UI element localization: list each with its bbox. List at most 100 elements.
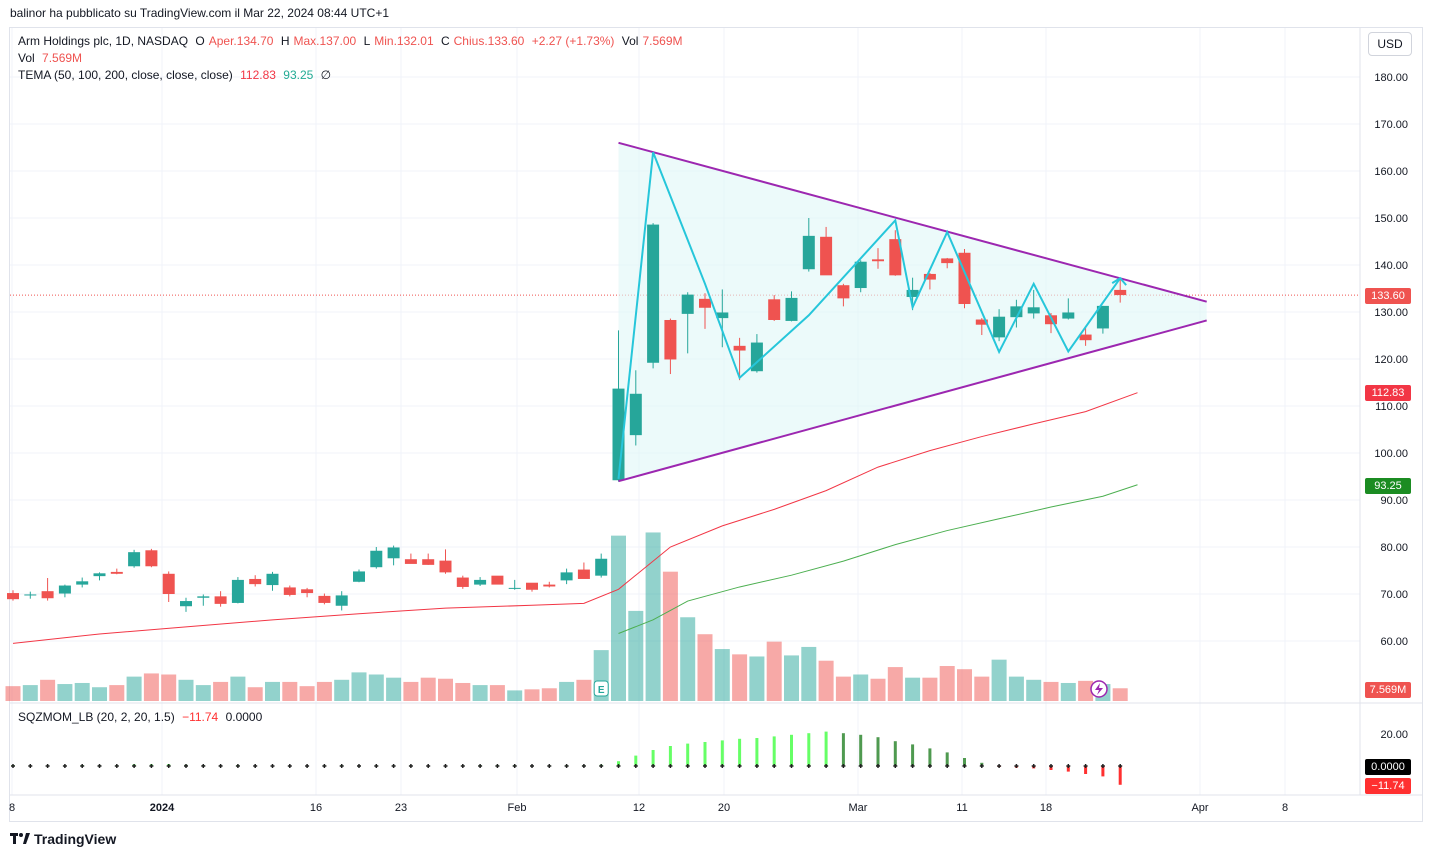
tradingview-brand[interactable]: TradingView [10,831,116,847]
volume-bar [57,684,73,701]
triangle-fill [618,142,1207,482]
momentum-bar [1066,766,1070,772]
volume-bar [749,656,765,701]
volume-bar [143,673,159,701]
candle-body [318,595,331,603]
volume-bar [870,678,886,701]
volume-bar [195,685,211,701]
volume-bar [1112,688,1128,701]
volume-bar [662,571,678,701]
candle-body [664,319,677,360]
momentum-bar [720,740,724,766]
candle-body [872,259,884,262]
volume-badge: 7.569M [1365,682,1411,698]
candle-body [110,571,123,574]
momentum-bar [790,734,793,766]
momentum-tick-label: 20.00 [1380,729,1408,741]
price-tick-label: 70.00 [1380,589,1408,601]
volume-bar [1078,680,1094,701]
candle-body [975,319,988,325]
candle-body [681,294,694,314]
legend-high-label: H [280,34,290,48]
pattern-lines [617,141,1207,483]
candle-body [1010,306,1023,318]
candle-body [353,571,365,582]
legend-close-label: C [440,34,450,48]
time-tick-label: 8 [9,802,15,814]
legend-sqz-label: SQZMOM_LB (20, 2, 20, 1.5) [18,710,175,724]
zigzag-arrowhead [1111,276,1127,286]
volume-bar [1026,679,1042,701]
price-tick-label: 150.00 [1374,213,1408,225]
sqz-zero-badge: 0.0000 [1365,759,1411,775]
volume-bar [801,646,817,701]
candle-body [76,581,89,585]
candle-body [837,285,850,299]
momentum-bar [911,744,915,766]
volume-bar [784,655,799,701]
earnings-marker-glyph: E [598,685,605,696]
candle-body [41,591,54,599]
legend-tema1: 112.83 [240,68,276,82]
candle-body [456,577,469,587]
volume-bar [766,641,782,701]
legend-vol-inline: 7.569M [642,34,683,48]
legend-vol-inline-label: Vol [621,34,639,48]
candle-body [508,587,521,589]
candle-body [7,593,19,600]
price-tick-label: 170.00 [1374,119,1408,131]
legend-high: Max.137.00 [293,34,357,48]
time-tick-label: Mar [849,802,868,814]
chart-frame [9,27,1423,822]
legend-low: Min.132.01 [374,34,434,48]
candle-body [543,584,556,587]
legend-tema: TEMA (50, 100, 200, close, close, close)… [18,67,335,84]
volume-bar [1060,682,1076,701]
candle-body [58,585,71,594]
volume-bar [126,676,142,701]
publisher-note: balinor ha pubblicato su TradingView.com… [10,6,390,20]
price-tick-label: 100.00 [1374,448,1408,460]
volume-bar [161,674,177,701]
chart-markers: E [593,680,1108,698]
volume-bar [247,687,263,701]
volume-bar [697,634,713,701]
volume-bar [92,687,107,701]
candle-body [128,552,141,567]
volume-bar [40,679,56,701]
axes: 180.00170.00160.00150.00140.00130.00120.… [9,72,1408,814]
momentum-bar [738,738,742,766]
candle-body [214,596,227,604]
candle-body [439,560,452,573]
candle-body [474,579,487,585]
candle-body [1062,312,1075,319]
time-tick-label: 23 [395,802,407,814]
volume-bar [299,686,315,701]
price-tick-label: 120.00 [1374,354,1408,366]
volume-bar [887,667,903,701]
legend-volume: Vol 7.569M [18,50,86,67]
triangle-upper-line [618,141,1207,303]
last-price-badge: 133.60 [1365,288,1411,304]
candle-body [923,273,936,280]
candle-body [231,579,244,603]
candle-body [404,559,417,564]
volume-bar [1043,681,1059,701]
momentum-bar [1101,766,1105,777]
legend-close: Chius.133.60 [453,34,525,48]
volume-bar [732,654,748,701]
volume-bar [922,677,938,701]
volume-bar [714,649,730,701]
triangle-lower-line [618,319,1207,483]
momentum-bar [945,752,949,766]
legend-symbol: Arm Holdings plc, 1D, NASDAQ [18,34,189,48]
volume-bar [74,682,90,701]
candle-body [24,594,37,596]
legend-tema2: 93.25 [283,68,314,82]
volume-bar [265,681,280,701]
legend-sqzmom: SQZMOM_LB (20, 2, 20, 1.5) −11.74 0.0000 [18,709,266,726]
currency-button[interactable]: USD [1368,32,1412,56]
volume-bar [334,679,350,701]
candle-body [301,589,314,594]
